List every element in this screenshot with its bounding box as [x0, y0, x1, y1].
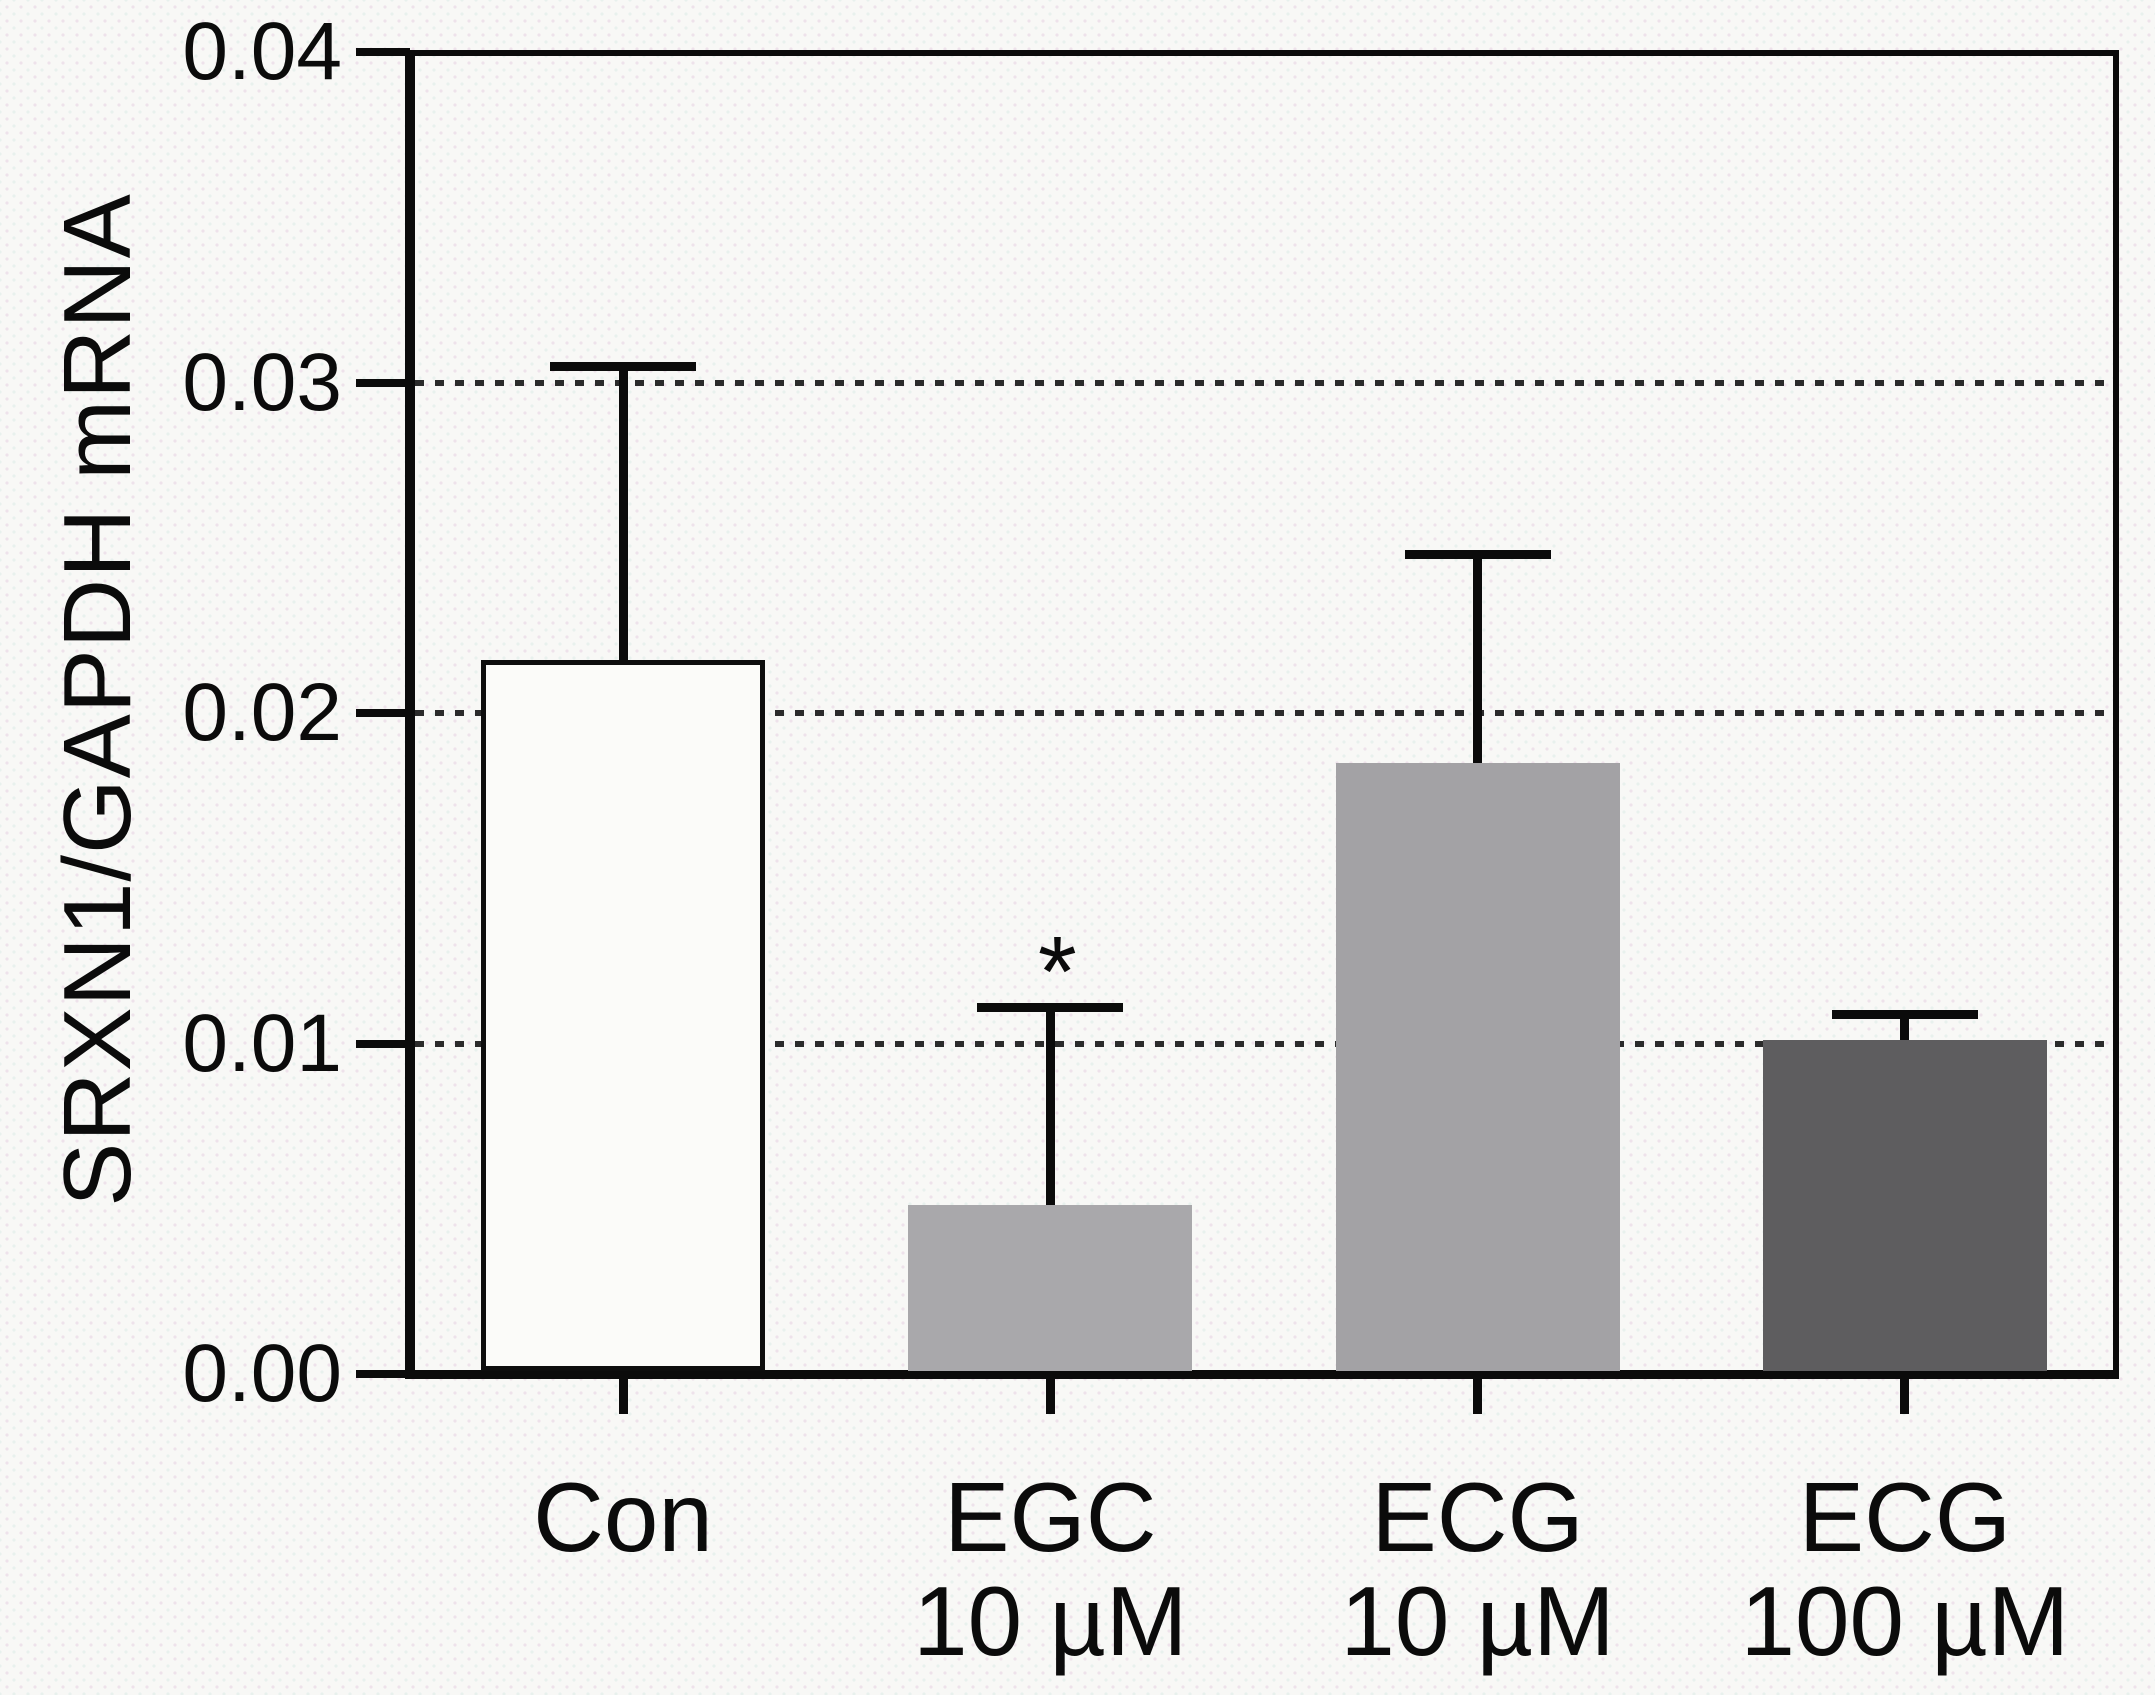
x-axis-tick: [618, 1376, 628, 1414]
x-axis-label-line: Con: [533, 1462, 713, 1572]
data-bar: [908, 1205, 1193, 1371]
y-axis-tick: [356, 48, 410, 56]
y-axis-tick-label: 0.03: [182, 336, 342, 428]
gridline: [415, 379, 2113, 386]
x-axis-category-label: Con: [323, 1468, 923, 1572]
y-axis-tick: [356, 378, 410, 387]
plot-area: [405, 50, 2119, 1379]
error-bar-cap: [1404, 550, 1551, 560]
x-axis-label-line: ECG: [1371, 1462, 1584, 1572]
y-axis-tick: [356, 709, 410, 717]
x-axis-label-line: 10 µM: [913, 1566, 1188, 1676]
y-axis-label: SRXN1/GAPDH mRNA: [44, 193, 151, 1207]
error-bar-cap: [1831, 1009, 1978, 1019]
y-axis-tick-label: 0.00: [182, 1328, 342, 1419]
x-axis-label-line: ECG: [1798, 1462, 2012, 1572]
y-axis-tick-label: 0.04: [182, 6, 342, 97]
x-axis-tick: [1473, 1376, 1483, 1414]
x-axis-tick: [1045, 1376, 1055, 1414]
x-axis-label-line: EGC: [944, 1462, 1157, 1572]
error-bar-line: [1900, 1017, 1910, 1041]
x-axis-label-line: 100 µM: [1740, 1566, 2070, 1676]
y-axis-tick: [356, 1039, 410, 1048]
y-axis-tick-label: 0.02: [182, 667, 342, 758]
error-bar-line: [618, 369, 628, 661]
error-bar-line: [1473, 558, 1483, 763]
error-bar-cap: [550, 361, 696, 371]
x-axis-category-label: ECG 100 µM: [1605, 1468, 2155, 1676]
y-axis-tick-label: 0.01: [182, 997, 342, 1089]
data-bar: [1335, 762, 1620, 1371]
gridline: [415, 710, 2113, 716]
x-axis-category-label: EGC 10 µM: [750, 1468, 1350, 1676]
significance-asterisk: *: [1037, 916, 1077, 1029]
error-bar-line: [1045, 1011, 1055, 1206]
error-bar-cap: [977, 1003, 1124, 1013]
x-axis-label-line: 10 µM: [1340, 1566, 1615, 1676]
x-axis-tick: [1900, 1376, 1910, 1414]
data-bar: [481, 660, 765, 1371]
gridline: [415, 1040, 2113, 1047]
y-axis-tick: [356, 1370, 410, 1378]
data-bar: [1762, 1040, 2047, 1371]
x-axis-category-label: ECG 10 µM: [1178, 1468, 1778, 1676]
